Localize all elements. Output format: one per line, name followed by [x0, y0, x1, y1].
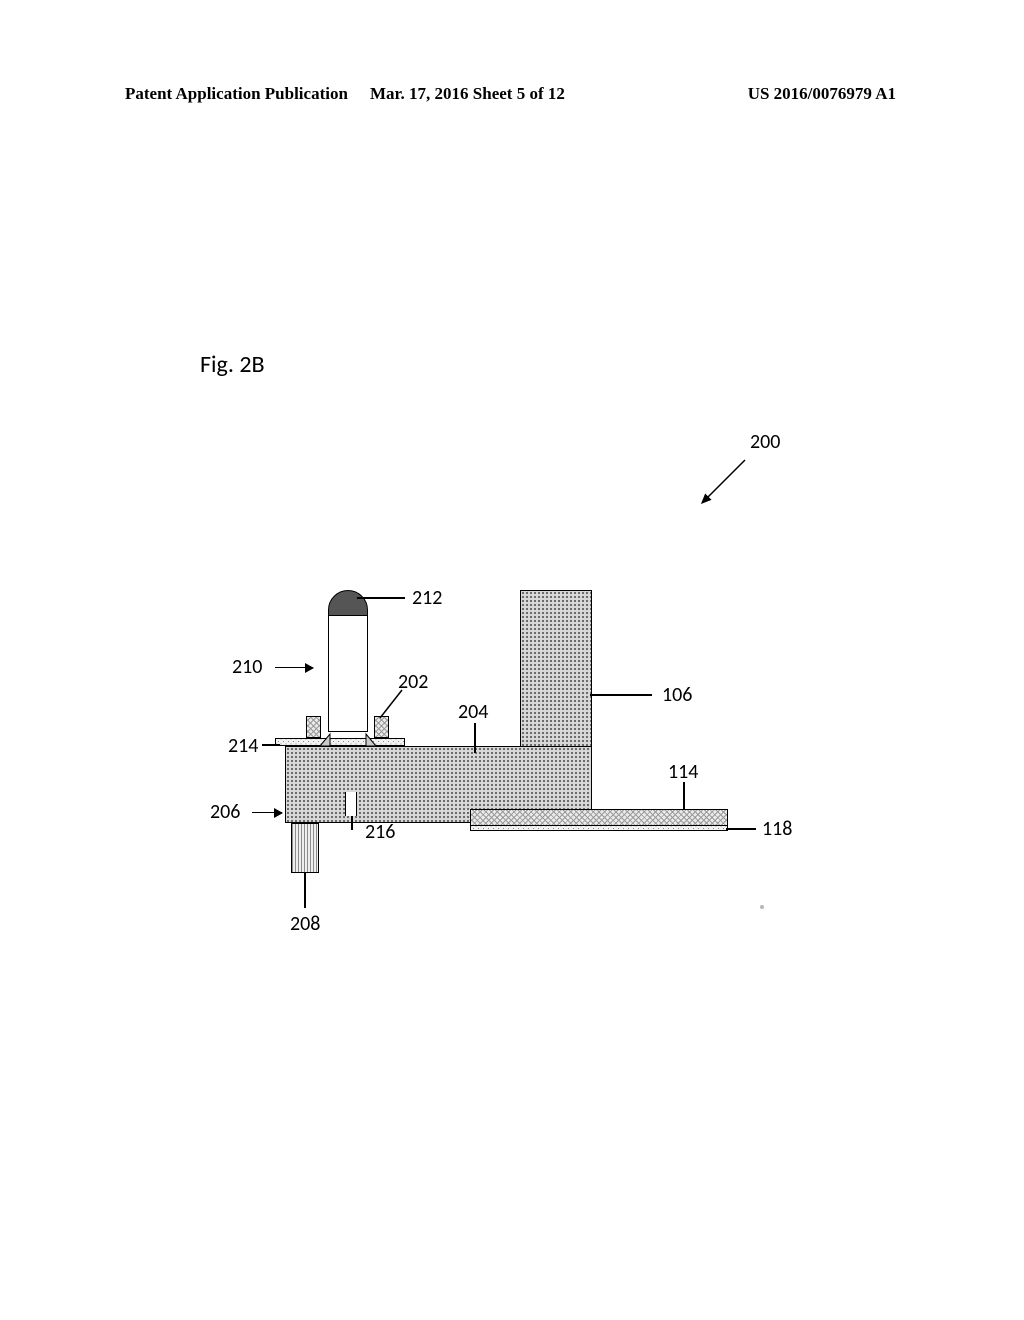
figure-2b: 200 — [190, 420, 830, 980]
thin-118 — [470, 825, 728, 831]
label-210: 210 — [232, 655, 262, 679]
label-204: 204 — [458, 700, 488, 724]
figure-svg — [190, 420, 830, 980]
leader-208 — [304, 872, 306, 908]
header-date-sheet: Mar. 17, 2016 Sheet 5 of 12 — [370, 84, 565, 104]
arrow-206 — [252, 812, 282, 813]
leader-106 — [590, 694, 652, 696]
label-208: 208 — [290, 912, 320, 936]
stub-208 — [291, 823, 319, 873]
leader-214 — [262, 744, 280, 746]
leader-212 — [357, 597, 405, 599]
leader-202 — [376, 688, 406, 722]
arrow-210 — [275, 667, 313, 668]
label-206: 206 — [210, 800, 240, 824]
pill-base-wedges — [318, 732, 378, 750]
scan-artifact-dot — [760, 905, 764, 909]
leader-204 — [474, 723, 476, 753]
figure-caption: Fig. 2B — [200, 350, 265, 379]
leader-114 — [683, 782, 685, 810]
label-214: 214 — [228, 734, 258, 758]
label-216: 216 — [365, 820, 395, 844]
label-212: 212 — [412, 586, 442, 610]
header-publication: Patent Application Publication — [125, 84, 348, 104]
header-pubnumber: US 2016/0076979 A1 — [748, 84, 896, 104]
leader-216 — [351, 816, 353, 830]
label-106: 106 — [662, 683, 692, 707]
notch-216 — [345, 792, 357, 816]
label-118: 118 — [762, 817, 792, 841]
leader-118 — [726, 828, 756, 830]
label-114: 114 — [668, 760, 698, 784]
pill-210 — [328, 610, 368, 732]
page: Patent Application Publication Mar. 17, … — [0, 0, 1024, 1320]
